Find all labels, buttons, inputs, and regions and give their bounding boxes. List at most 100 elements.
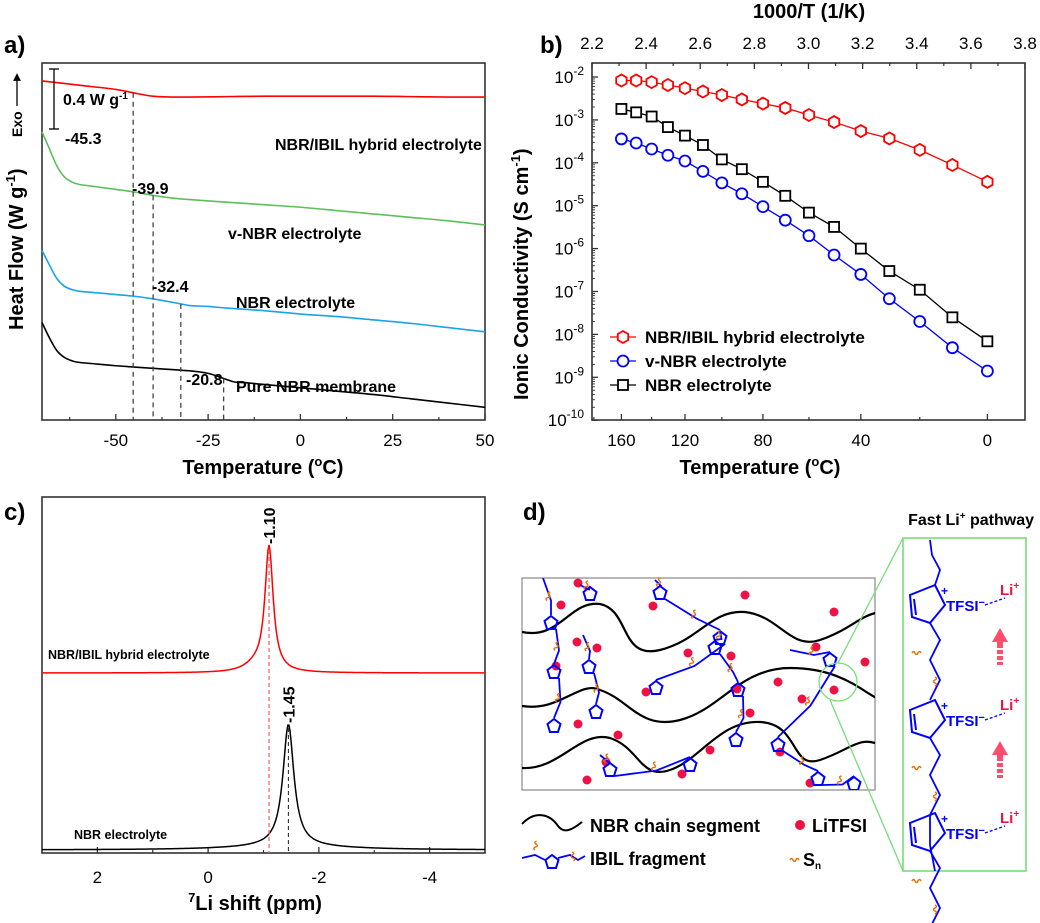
data-point-hexagon	[883, 131, 896, 146]
x-tick-label: 80	[753, 431, 772, 450]
x-tick-label: 2	[93, 868, 102, 887]
x-axis-label-b: Temperature (oC)	[680, 454, 841, 479]
scale-bar-label: 0.4 W g	[63, 92, 119, 109]
data-point-square	[645, 110, 658, 123]
membrane-box	[521, 577, 876, 791]
legend-label: v-NBR electrolyte	[645, 352, 787, 371]
data-point-square	[630, 106, 643, 119]
panel-b-conductivity-chart: 2.2 2.4 2.6 2.8 3.0 3.2 3.4 3.6 3.8 160 120 80 40 0 10…	[508, 1, 1037, 479]
data-point-square	[854, 242, 867, 255]
data-point-hexagon	[630, 73, 643, 88]
x-tick-label: 0	[296, 431, 305, 450]
pathway-title: Fast Li+ pathway	[908, 511, 1034, 529]
legend-item: NBR electrolyte	[610, 376, 772, 395]
x-tick-label: -25	[196, 431, 221, 450]
y-tick-label: 10-2	[554, 64, 584, 87]
data-point-hexagon	[661, 77, 674, 93]
legend-marker	[617, 379, 629, 391]
data-point-hexagon	[913, 142, 926, 157]
ibil-fragment	[707, 629, 746, 747]
panel-d-schematic: +TFSI−Li++TFSI−Li++TFSI−Li+ Fast Li+ pat…	[521, 511, 1034, 923]
litfsi-dot	[726, 651, 736, 661]
ibil-fragment	[770, 645, 862, 790]
legend-chain-label: NBR chain segment	[590, 816, 760, 836]
data-point-circle	[696, 165, 710, 178]
y-tick-label: 10-3	[554, 107, 584, 130]
top-tick-label: 2.6	[688, 34, 712, 53]
litfsi-dot	[740, 590, 750, 600]
x-tick-label: 50	[476, 431, 495, 450]
litfsi-dot	[582, 775, 592, 785]
top-axis-label-b: 1000/T (1/K)	[753, 1, 865, 23]
exo-indicator: Exo	[9, 73, 25, 137]
tg-value-label: -20.8	[186, 372, 223, 389]
data-point-square	[662, 121, 674, 133]
litfsi-dot	[648, 601, 658, 611]
series-label: NBR/IBIL hybrid electrolyte	[275, 137, 482, 154]
series-label-hybrid: NBR/IBIL hybrid electrolyte	[48, 648, 210, 662]
data-point-hexagon	[854, 123, 867, 139]
ibil-fragment	[648, 578, 728, 695]
data-point-hexagon	[756, 96, 770, 111]
y-axis-label-b: Ionic Conductivity (S cm-1)	[508, 148, 533, 400]
peak-label-nbr: -1.45	[281, 686, 298, 723]
scale-bar: 0.4 W g-1	[49, 68, 128, 130]
li-hop-arrow-icon	[992, 741, 1008, 778]
svg-text:0.4 W g-1: 0.4 W g-1	[63, 91, 128, 109]
data-point-square	[679, 129, 691, 142]
data-point-circle	[645, 142, 659, 156]
nbr-chain	[522, 602, 875, 653]
legend-ibil-label: IBIL fragment	[590, 849, 706, 869]
x-tick-label: 160	[607, 431, 635, 450]
panel-label-a: a)	[4, 32, 25, 59]
x-tick-label: 25	[383, 431, 402, 450]
y-tick-label: 10-8	[554, 321, 584, 344]
series-line	[621, 108, 988, 342]
legend-marker	[616, 329, 630, 345]
data-point-circle	[715, 176, 729, 190]
x-tick-label: -50	[104, 431, 129, 450]
series-label: v-NBR electrolyte	[228, 226, 361, 243]
data-point-square	[757, 175, 769, 188]
litfsi-dot	[773, 677, 783, 687]
top-tick-label: 3.6	[959, 34, 983, 53]
ibil-unit: +TFSI− Li+	[908, 809, 1019, 923]
data-point-hexagon	[735, 92, 748, 107]
data-point-square	[981, 335, 994, 348]
litfsi-dot	[797, 694, 807, 704]
tfsi-label: TFSI−	[946, 825, 985, 843]
data-point-hexagon	[696, 84, 710, 99]
x-tick-label: 0	[983, 431, 992, 450]
data-point-square	[615, 103, 628, 115]
litfsi-dot	[556, 600, 566, 610]
li-hop-arrow-icon	[992, 628, 1008, 665]
nmr-spectrum-1	[42, 544, 485, 674]
litfsi-dot	[677, 769, 687, 779]
plot-frame	[41, 496, 486, 854]
sn-legend-icon	[789, 857, 800, 863]
legend-marker	[616, 354, 630, 368]
y-axis-label-a: Heat Flow (W g-1)	[3, 168, 28, 330]
ibil-unit: +TFSI− Li+	[908, 581, 1019, 701]
data-point-square	[828, 221, 840, 233]
data-point-circle	[882, 292, 896, 306]
legend-salt-label: LiTFSI	[812, 816, 867, 836]
top-tick-label: 3.2	[851, 34, 875, 53]
data-point-hexagon	[779, 100, 792, 115]
tg-value-label: -32.4	[152, 279, 189, 296]
data-point-hexagon	[981, 174, 994, 189]
ibil-fragment	[579, 579, 598, 601]
series-label: NBR electrolyte	[236, 295, 355, 312]
data-point-circle	[802, 229, 816, 243]
x-axis-label-c: 7Li shift (ppm)	[188, 890, 322, 915]
x-axis-label-a: Temperature (oC)	[183, 454, 344, 479]
data-point-square	[697, 139, 709, 151]
ibil-fragment	[581, 634, 604, 719]
legend-label: NBR electrolyte	[645, 376, 772, 395]
dsc-curve-3	[41, 250, 486, 333]
legend-label: NBR/IBIL hybrid electrolyte	[645, 328, 865, 347]
data-point-circle	[629, 136, 643, 150]
tfsi-label: TFSI−	[946, 712, 985, 730]
data-point-square	[946, 311, 959, 324]
top-tick-label: 2.2	[580, 34, 604, 53]
